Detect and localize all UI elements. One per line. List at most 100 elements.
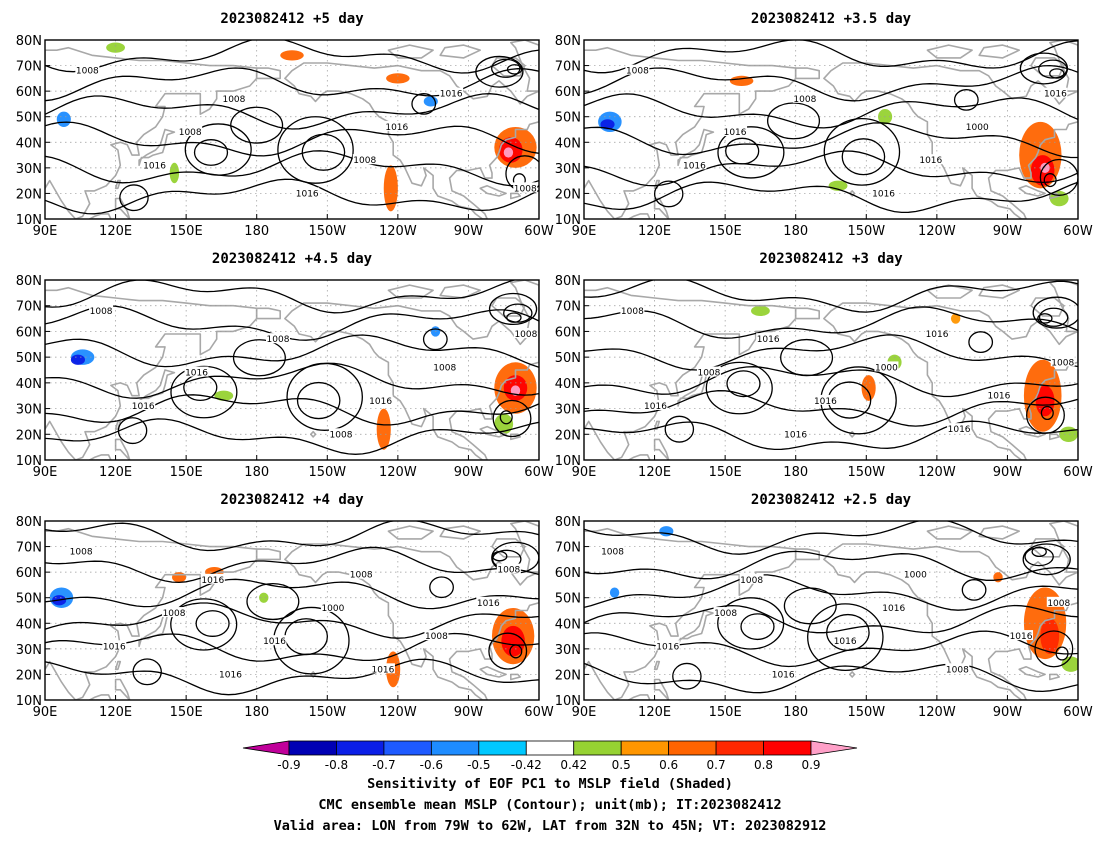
panel-title: 2023082412 +4.5 day (212, 251, 373, 267)
coastline (309, 430, 317, 438)
contour-label: 1008 (1047, 599, 1070, 609)
isobar-cell (1039, 158, 1078, 196)
isobar-cell (499, 410, 513, 425)
colorbar-extension-high (810, 740, 858, 756)
lat-tick-label: 70N (555, 300, 581, 315)
colorbar-bin (336, 740, 385, 756)
sensitivity-blob (376, 408, 391, 450)
lon-tick-label: 120E (99, 705, 132, 720)
isobar-cell (117, 417, 148, 445)
lon-tick-label: 150E (170, 224, 203, 239)
contour-label: 1016 (132, 402, 155, 412)
contour-label: 1016 (772, 670, 795, 680)
isobar-cell (506, 64, 523, 75)
lat-tick-label: 30N (16, 403, 42, 418)
coastline (509, 521, 539, 573)
sensitivity-blob (861, 375, 876, 401)
colorbar-bin (573, 740, 622, 756)
contour-label: 1016 (814, 397, 837, 407)
lat-tick-label: 50N (16, 111, 42, 126)
panel-frame (44, 279, 540, 461)
isobar-cell (193, 139, 229, 166)
panel-plot-area: 1008 1016 1008 1008 1016 1016 1016 1000 1008 1016… (584, 521, 1078, 700)
panel-title: 2023082412 +3 day (759, 251, 903, 267)
colorbar-tick-label: 0.6 (659, 758, 678, 772)
coastline (653, 438, 670, 460)
isobar-cell (1037, 313, 1053, 324)
lon-tick-label: 180 (783, 224, 808, 239)
isobar (45, 40, 539, 74)
lon-tick-label: 90W (454, 705, 484, 720)
contour-label: 1016 (185, 369, 208, 379)
isobar-cell (509, 644, 523, 659)
lat-tick-label: 30N (16, 162, 42, 177)
contour-label: 1008 (514, 184, 537, 194)
isobar (45, 632, 539, 662)
coastline (627, 213, 651, 219)
lat-tick-label: 80N (555, 274, 581, 289)
coastline (88, 454, 112, 460)
coastline (677, 128, 715, 167)
colorbar-bin (288, 740, 337, 756)
isobar-cell (132, 658, 162, 686)
contour-label: 1016 (834, 637, 857, 647)
lat-tick-label: 50N (16, 592, 42, 607)
coastline (45, 527, 258, 700)
lon-tick-label: 60W (524, 224, 554, 239)
contour-label: 1000 (904, 571, 927, 581)
contour-label: 1016 (385, 123, 408, 133)
contour-label: 1008 (222, 95, 245, 105)
isobar (45, 121, 539, 157)
lat-tick-label: 30N (555, 403, 581, 418)
panel-axes: 10N 20N 30N 40N 50N 60N 70N 80N 90E 120E 150E 180 15… (16, 515, 554, 720)
isobar (45, 658, 539, 696)
lat-tick-label: 50N (555, 351, 581, 366)
lat-tick-label: 70N (555, 541, 581, 556)
isobar (45, 305, 539, 341)
lat-tick-label: 50N (555, 111, 581, 126)
isobar (45, 418, 539, 455)
isobar (584, 521, 1078, 555)
lat-tick-label: 10N (555, 694, 581, 709)
lon-tick-label: 90E (33, 705, 58, 720)
contour-label: 1016 (1010, 632, 1033, 642)
contour-label: 1008 (621, 307, 644, 317)
lon-tick-label: 60W (524, 465, 554, 480)
lon-tick-label: 180 (783, 465, 808, 480)
isobar (584, 64, 1078, 102)
isobar (45, 578, 539, 610)
panel-frame (583, 520, 1079, 701)
coastline (653, 678, 670, 700)
lon-tick-label: 120E (99, 465, 132, 480)
lon-tick-label: 180 (244, 465, 269, 480)
lon-tick-label: 90W (454, 465, 484, 480)
coastline (1030, 538, 1065, 558)
colorbar-bin (763, 740, 812, 756)
isobar (45, 362, 539, 399)
map-panel: 2023082412 +5 day10081016100810081016100… (16, 11, 554, 239)
contour-label: 1008 (714, 609, 737, 619)
isobar-cell (1049, 68, 1065, 79)
isobar-cell (841, 138, 886, 176)
coastlines (45, 40, 539, 219)
lat-tick-label: 20N (555, 187, 581, 202)
panel-axes: 10N 20N 30N 40N 50N 60N 70N 80N 90E 120E 150E 180 15… (555, 34, 1093, 239)
coastline (926, 284, 973, 299)
contour-label: 1016 (683, 161, 706, 171)
isobar-cell (780, 338, 834, 377)
coastline (255, 307, 282, 320)
isobar (584, 93, 1078, 129)
coastline (848, 671, 856, 678)
contour-label: 1016 (369, 397, 392, 407)
coastline (138, 128, 176, 167)
map-panel: 2023082412 +4 day 1008 1016 1008 1016 1016 101… (16, 492, 554, 720)
mslp-contours (45, 521, 539, 696)
coastline (387, 44, 434, 59)
lat-tick-label: 50N (16, 351, 42, 366)
colorbar-bin (668, 740, 717, 756)
isobar-cell (429, 576, 454, 599)
coastline (114, 420, 122, 430)
isobar-cell (664, 415, 695, 443)
contour-label: 1016 (919, 156, 942, 166)
contour-label: 1016 (1044, 90, 1067, 100)
